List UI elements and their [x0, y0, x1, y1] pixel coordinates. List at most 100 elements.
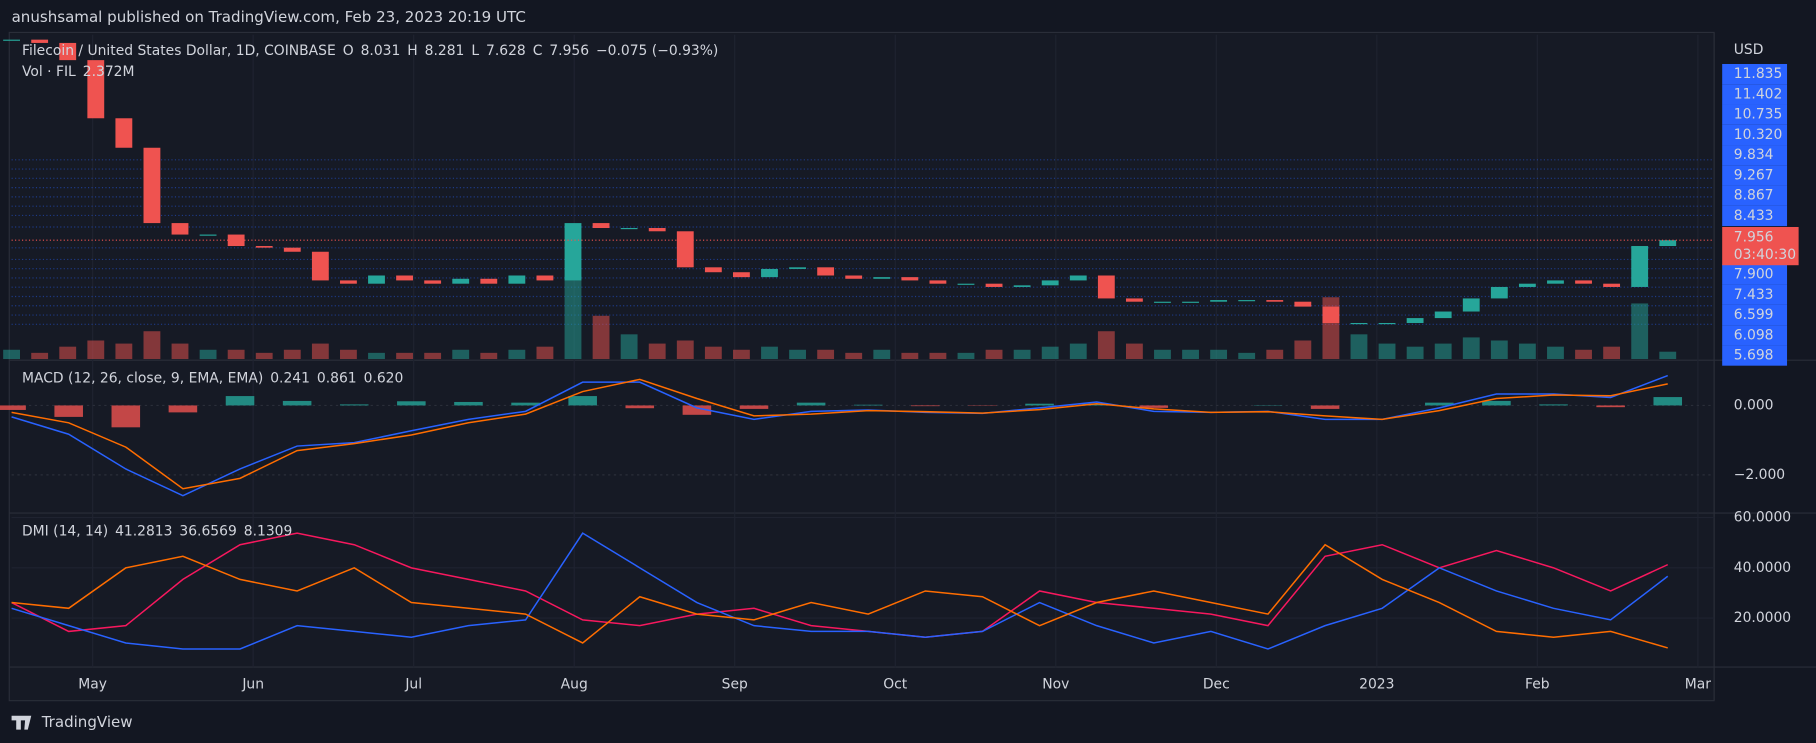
price-badge — [1722, 104, 1788, 125]
candle — [1406, 318, 1424, 323]
candle — [1125, 298, 1143, 302]
candle — [1547, 280, 1564, 284]
volume-bar — [1238, 352, 1256, 360]
price-badge — [1722, 185, 1788, 206]
x-tick-label: May — [78, 676, 107, 692]
histogram-bar — [397, 401, 426, 406]
price-label: 11.402 — [1734, 86, 1783, 102]
candle — [171, 223, 189, 235]
price-badge — [1722, 145, 1788, 166]
volume-bar — [1266, 349, 1284, 360]
x-tick-label: Nov — [1042, 676, 1069, 692]
histogram-bar — [1653, 397, 1683, 406]
volume-bar — [255, 352, 273, 360]
y-tick-label: 40.0000 — [1734, 560, 1791, 576]
candle — [1182, 301, 1199, 303]
volume-bar — [789, 349, 806, 360]
y-tick-label: 0.000 — [1734, 397, 1774, 413]
x-tick-label: Oct — [883, 676, 908, 692]
legend-text: C — [533, 43, 543, 59]
volume-bar — [929, 352, 947, 360]
candle — [1603, 283, 1621, 287]
volume-bar — [1154, 349, 1171, 360]
volume-bar — [1434, 343, 1452, 360]
volume-bar — [87, 340, 105, 360]
histogram-bar — [1539, 404, 1568, 406]
last-price: 7.956 — [1734, 229, 1774, 245]
volume-bar — [817, 349, 835, 360]
legend-text: L — [471, 43, 479, 59]
histogram-bar — [454, 401, 483, 406]
y-tick-label: 20.0000 — [1734, 610, 1791, 626]
candle — [59, 42, 77, 61]
legend-text: 36.6569 — [179, 524, 236, 540]
volume-bar — [957, 352, 975, 360]
volume-bar — [761, 346, 778, 360]
volume-bar — [1097, 331, 1115, 360]
candle — [761, 268, 778, 278]
candle — [424, 280, 442, 284]
legend-text: 2.372M — [83, 64, 135, 80]
volume-bar — [508, 349, 526, 360]
candle — [845, 275, 863, 279]
legend-text: 8.1309 — [244, 524, 293, 540]
histogram-bar — [168, 405, 198, 413]
candle — [1041, 280, 1059, 286]
legend-text: H — [407, 43, 417, 59]
volume-bar — [1294, 340, 1312, 360]
brand-logo — [11, 715, 32, 730]
candle — [929, 280, 947, 284]
candle — [508, 275, 526, 284]
legend-text: Vol · FIL — [22, 64, 76, 80]
candle — [199, 234, 217, 236]
histogram-bar — [511, 402, 540, 406]
indicator-line — [11, 543, 1668, 649]
price-badge — [1722, 165, 1788, 186]
legend-text: −0.075 (−0.93%) — [596, 43, 718, 59]
volume-bar — [1462, 337, 1480, 360]
x-tick-label: Jun — [241, 676, 264, 692]
volume-bar — [901, 352, 919, 360]
price-label: 7.900 — [1734, 266, 1774, 282]
price-badge — [1722, 264, 1788, 285]
price-label: 10.320 — [1734, 127, 1783, 143]
price-label: 9.834 — [1734, 147, 1774, 163]
legend-text: 7.956 — [549, 43, 589, 59]
volume-bar — [1013, 349, 1031, 360]
price-badge — [1722, 284, 1788, 305]
histogram-bar — [1482, 400, 1511, 406]
candle — [340, 280, 357, 284]
histogram-bar — [1082, 403, 1111, 406]
volume-bar — [199, 349, 217, 360]
histogram-bar — [739, 405, 769, 409]
histogram-bar — [282, 400, 312, 406]
volume-bar — [1125, 343, 1143, 360]
volume-bar — [1518, 343, 1536, 360]
candle — [536, 275, 554, 281]
candle — [1154, 301, 1171, 303]
price-badge — [1722, 325, 1788, 346]
x-tick-label: Jul — [404, 676, 422, 692]
chart-area — [8, 31, 1715, 702]
price-label: 11.835 — [1734, 66, 1783, 82]
volume-bar — [31, 352, 49, 360]
indicator-line — [11, 532, 1669, 650]
candle — [985, 283, 1003, 287]
legend-text: 0.241 — [270, 371, 310, 387]
candle — [676, 231, 694, 268]
histogram-bar — [853, 404, 883, 406]
candle — [1462, 298, 1480, 312]
volume-bar — [1603, 346, 1621, 360]
countdown: 03:40:30 — [1734, 247, 1796, 263]
volume-bar — [620, 334, 638, 360]
candle — [31, 39, 49, 43]
volume-bar — [115, 343, 133, 360]
volume-bar — [283, 349, 301, 360]
legend-text: Filecoin / United States Dollar, 1D, COI… — [22, 43, 336, 59]
volume-bar — [171, 343, 189, 360]
price-label: 7.433 — [1734, 287, 1774, 303]
candle — [1013, 285, 1031, 287]
candle — [255, 246, 273, 248]
candle — [873, 277, 891, 279]
